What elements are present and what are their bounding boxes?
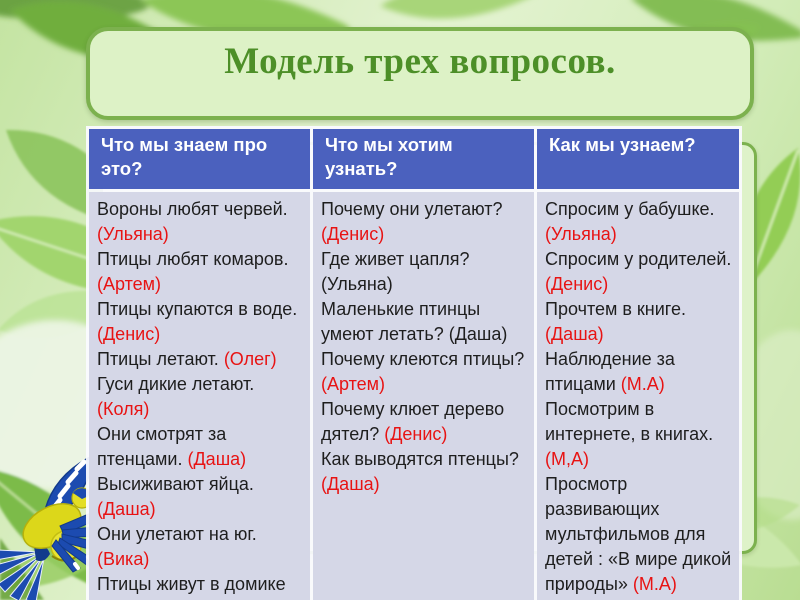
table-sentence: Почему клюет дерево дятел? (Денис) bbox=[321, 399, 505, 444]
table-sentence: Птицы летают. (Олег) bbox=[97, 349, 277, 369]
table-sentence: Они улетают на юг.(Вика) bbox=[97, 524, 257, 569]
table-cell-want: Почему они улетают? (Денис) Где живет цап… bbox=[313, 192, 534, 600]
table-sentence: Птицы любят комаров. (Артем) bbox=[97, 249, 289, 294]
three-questions-table: Что мы знаем про это? Что мы хотим узнат… bbox=[86, 126, 742, 600]
table-sentence: Птицы живут в домике на дереве. bbox=[97, 574, 286, 600]
table-sentence: Спросим у родителей. (Денис) bbox=[545, 249, 732, 294]
table-header-know: Что мы знаем про это? bbox=[89, 129, 310, 189]
table-sentence: Спросим у бабушке. (Ульяна) bbox=[545, 199, 715, 244]
table-sentence: Они смотрят за птенцами. (Даша) bbox=[97, 424, 247, 469]
table-sentence: Птицы купаются в воде. (Денис) bbox=[97, 299, 298, 344]
table-sentence: Посмотрим в интернете, в книгах. (М,А) bbox=[545, 399, 714, 469]
table-sentence: Гуси дикие летают. (Коля) bbox=[97, 374, 255, 419]
table-header-row: Что мы знаем про это? Что мы хотим узнат… bbox=[89, 129, 739, 189]
table-sentence: Прочтем в книге. (Даша) bbox=[545, 299, 686, 344]
table-header-want: Что мы хотим узнать? bbox=[313, 129, 534, 189]
table-sentence: Просмотр развивающих мультфильмов для де… bbox=[545, 474, 732, 594]
table-cell-know: Вороны любят червей. (Ульяна) Птицы любят… bbox=[89, 192, 310, 600]
table-cell-learn: Спросим у бабушке. (Ульяна) Спросим у род… bbox=[537, 192, 739, 600]
table-sentence: Наблюдение за птицами (М.А) bbox=[545, 349, 675, 394]
slide-title-box: Модель трех вопросов. bbox=[86, 27, 754, 120]
table-body-row: Вороны любят червей. (Ульяна) Птицы любят… bbox=[89, 192, 739, 600]
table-sentence: Маленькие птинцы умеют летать? (Даша) bbox=[321, 299, 508, 344]
table-sentence: Как выводятся птенцы? (Даша) bbox=[321, 449, 519, 494]
table-sentence: Почему они улетают? (Денис) bbox=[321, 199, 503, 244]
table-sentence: Высиживают яйца. (Даша) bbox=[97, 474, 254, 519]
table-sentence: Почему клеются птицы? (Артем) bbox=[321, 349, 525, 394]
page-title: Модель трех вопросов. bbox=[224, 41, 616, 82]
table-sentence: Где живет цапля? (Ульяна) bbox=[321, 249, 470, 294]
table-sentence: Вороны любят червей. (Ульяна) bbox=[97, 199, 288, 244]
table-header-learn: Как мы узнаем? bbox=[537, 129, 739, 189]
